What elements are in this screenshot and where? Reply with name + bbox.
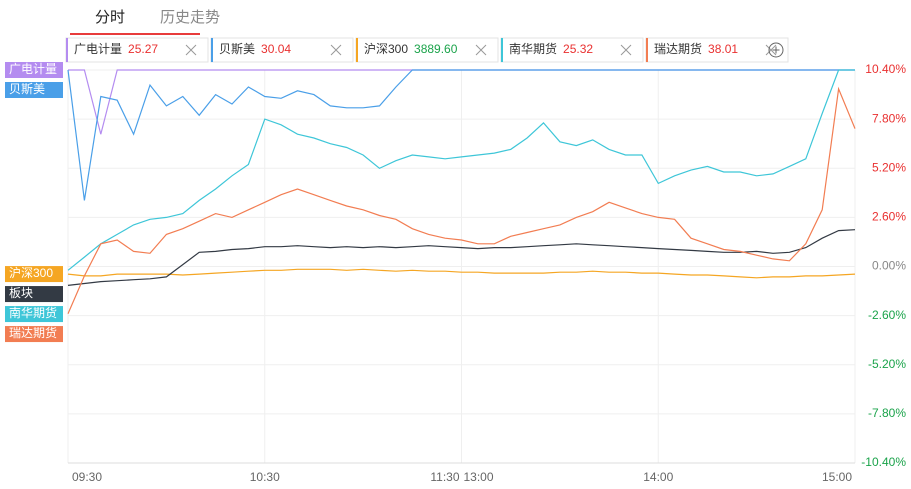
series-tag bbox=[5, 286, 63, 303]
x-tick-label: 13:00 bbox=[464, 470, 494, 484]
series-tag-label: 南华期货 bbox=[9, 305, 57, 320]
axes: 10.40% 7.80% 5.20% 2.60% 0.00% -2.60% -5.20% -7… bbox=[68, 62, 906, 484]
close-icon[interactable] bbox=[185, 44, 197, 56]
legend-color bbox=[211, 38, 213, 62]
legend-color bbox=[356, 38, 358, 62]
tab-underline bbox=[70, 33, 200, 35]
series-tag bbox=[5, 62, 63, 78]
legend-price: 38.01 bbox=[708, 42, 738, 56]
legend-color bbox=[646, 38, 648, 62]
legend-name: 瑞达期货 bbox=[654, 41, 702, 56]
y-tick-label: 7.80% bbox=[872, 111, 906, 125]
legend-price: 3889.60 bbox=[414, 42, 458, 56]
series-tag-label: 贝斯美 bbox=[9, 82, 45, 96]
legend-item[interactable]: 沪深300 3889.60 bbox=[355, 37, 499, 63]
series-tag bbox=[5, 266, 63, 283]
y-tick-label: -10.40% bbox=[861, 455, 906, 469]
x-tick-label: 10:30 bbox=[250, 470, 280, 484]
legend-name: 沪深300 bbox=[364, 42, 408, 56]
x-tick-label: 09:30 bbox=[72, 470, 102, 484]
legend-name: 广电计量 bbox=[74, 42, 122, 56]
legend-chip bbox=[355, 37, 499, 63]
grid bbox=[67, 69, 856, 464]
legend-price: 25.32 bbox=[563, 42, 593, 56]
plot bbox=[67, 69, 856, 314]
series-line bbox=[67, 69, 855, 201]
series-tag bbox=[5, 82, 63, 98]
legend-item[interactable]: 广电计量 25.27 bbox=[65, 37, 209, 63]
series-line bbox=[67, 229, 856, 286]
tab[interactable]: 分时 bbox=[95, 9, 125, 26]
series-tag bbox=[5, 306, 63, 323]
legend-chip bbox=[210, 37, 354, 63]
close-icon[interactable] bbox=[620, 44, 632, 56]
legend-item[interactable]: 贝斯美 30.04 bbox=[210, 37, 354, 63]
legend: 广电计量 25.27 贝斯美 30.04 沪深300 3889.60 南华期货 25.32 瑞达… bbox=[65, 37, 789, 63]
x-tick-label: 11:30 bbox=[430, 470, 459, 484]
series-tag-label: 板块 bbox=[9, 286, 33, 300]
close-icon[interactable] bbox=[475, 44, 487, 56]
y-tick-label: 2.60% bbox=[872, 210, 906, 224]
x-tick-label: 14:00 bbox=[643, 470, 673, 484]
legend-name: 南华期货 bbox=[509, 41, 557, 56]
y-tick-label: -7.80% bbox=[868, 406, 906, 420]
legend-name: 贝斯美 bbox=[219, 42, 255, 56]
y-tick-label: -5.20% bbox=[868, 357, 906, 371]
legend-price: 25.27 bbox=[128, 42, 158, 56]
x-tick-label: 15:00 bbox=[822, 470, 852, 484]
tabs: 分时 历史走势 bbox=[70, 9, 220, 35]
series-line bbox=[67, 86, 856, 314]
series-tag-label: 沪深300 bbox=[9, 266, 53, 280]
legend-chip bbox=[500, 37, 644, 63]
add-button[interactable] bbox=[768, 42, 784, 58]
series-tag-label: 瑞达期货 bbox=[9, 325, 57, 340]
y-tick-label: 0.00% bbox=[872, 259, 906, 273]
series-tag bbox=[5, 326, 63, 343]
close-icon[interactable] bbox=[330, 44, 342, 56]
tab[interactable]: 历史走势 bbox=[160, 9, 220, 26]
legend-color bbox=[66, 38, 68, 62]
series-tag-label: 广电计量 bbox=[9, 62, 57, 76]
series-line bbox=[67, 69, 855, 271]
y-tick-label: -2.60% bbox=[868, 308, 906, 322]
y-tick-label: 5.20% bbox=[872, 160, 906, 174]
series-line bbox=[67, 268, 856, 279]
legend-item[interactable]: 南华期货 25.32 bbox=[500, 37, 644, 63]
legend-price: 30.04 bbox=[261, 42, 291, 56]
close-icon[interactable] bbox=[765, 44, 777, 56]
legend-item[interactable]: 瑞达期货 38.01 bbox=[645, 37, 789, 63]
y-tick-label: 10.40% bbox=[865, 62, 906, 76]
legend-color bbox=[501, 38, 503, 62]
legend-chip bbox=[645, 37, 789, 63]
